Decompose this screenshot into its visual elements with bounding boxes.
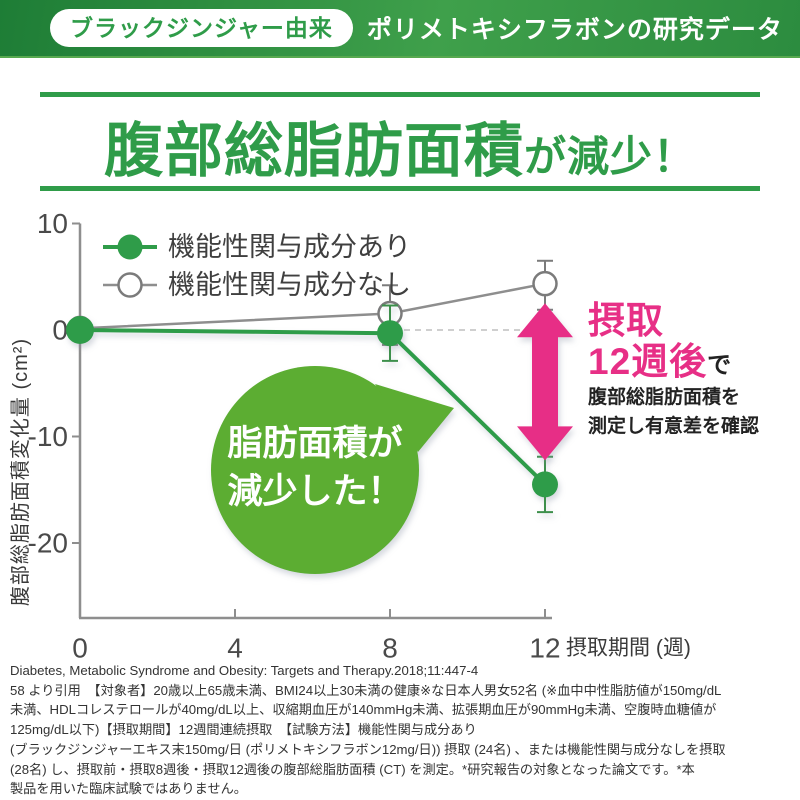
- y-tick-label: -20: [28, 528, 68, 559]
- x-axis-label: 摂取期間 (週): [566, 637, 691, 660]
- headline-main: 腹部総脂肪面積: [103, 118, 524, 184]
- x-tick-label: 0: [72, 633, 88, 661]
- y-axis-label: 腹部総脂肪面積変化量 (cm²): [9, 338, 32, 606]
- note-line: 125mg/dL以下)【摂取期間】12週間連続摂取 【試験方法】機能性関与成分あ…: [10, 722, 477, 738]
- x-tick-label: 4: [227, 633, 243, 661]
- data-point-open: [532, 270, 558, 297]
- callout-desc-line2: 測定し有意差を確認: [588, 415, 760, 437]
- data-point-filled: [377, 320, 403, 347]
- difference-arrow: [517, 303, 573, 461]
- legend-label: 機能性関与成分あり: [168, 232, 411, 262]
- note-line: 製品を用いた臨床試験ではありません。: [10, 781, 247, 797]
- series-with-ingredient: [66, 304, 558, 514]
- headline-rule-top: [40, 92, 760, 97]
- note-line: 58 より引用 【対象者】20歳以上65歳未満、BMI24以上30未満の健康※な…: [10, 682, 722, 698]
- note-line: 未満、HDLコレステロールが40mg/dL以上、収縮期血圧が140mmHg未満、…: [10, 702, 717, 718]
- data-point-filled: [532, 471, 558, 498]
- header-badge: ブラックジンジャー由来: [50, 9, 353, 47]
- significance-callout: 摂取 12週後 で 腹部総脂肪面積を 測定し有意差を確認: [588, 300, 798, 441]
- headline-rule-bottom: [40, 186, 760, 191]
- citation-line: Diabetes, Metabolic Syndrome and Obesity…: [10, 663, 479, 678]
- callout-suffix: で: [707, 351, 732, 379]
- chart-axes: 10 0 -10 -20 0 4 8 12 摂取期間 (週) 腹部総脂肪面積変化量 (cm²): [9, 208, 691, 664]
- note-line: (28名) し、摂取前・摂取8週後・摂取12週後の腹部総脂肪面積 (CT) を測…: [10, 761, 695, 777]
- study-notes: Diabetes, Metabolic Syndrome and Obesity…: [10, 661, 798, 799]
- header-title: ポリメトキシフラボンの研究データ: [366, 16, 783, 44]
- x-tick-label: 8: [382, 633, 398, 661]
- note-line: (ブラックジンジャーエキス末150mg/日 (ポリメトキシフラボン12mg/日)…: [10, 741, 726, 757]
- speech-bubble-text: 減少した！: [227, 472, 402, 511]
- speech-bubble-text: 脂肪面積が: [227, 424, 402, 463]
- data-point-filled: [66, 316, 94, 344]
- x-tick-label: 12: [529, 633, 560, 661]
- callout-desc-line1: 腹部総脂肪面積を: [588, 386, 741, 408]
- y-tick-label: 10: [37, 208, 68, 239]
- speech-bubble-tail: [375, 384, 454, 452]
- legend-marker-open: [117, 272, 143, 298]
- headline: 腹部総脂肪面積が減少！: [0, 103, 800, 188]
- legend-marker-filled: [117, 234, 143, 260]
- callout-big-line1: 摂取: [588, 300, 664, 341]
- callout-big-line2: 12週後: [588, 341, 708, 383]
- line-chart: 10 0 -10 -20 0 4 8 12 摂取期間 (週) 腹部総脂肪面積変化量 (cm²) 機能…: [0, 200, 800, 664]
- legend-label: 機能性関与成分なし: [168, 270, 411, 300]
- header-banner: ブラックジンジャー由来 ポリメトキシフラボンの研究データ: [0, 0, 800, 58]
- callout-big-line2-row: 12週後 で: [588, 341, 798, 382]
- y-tick-label: 0: [52, 315, 68, 346]
- y-tick-label: -10: [28, 421, 68, 452]
- headline-suffix: が減少！: [524, 133, 697, 180]
